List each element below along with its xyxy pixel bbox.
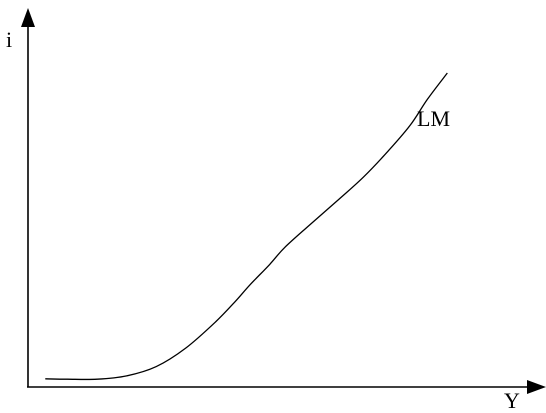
series-label-lm: LM [417, 106, 450, 131]
axes [21, 8, 546, 394]
y-axis-label: i [6, 27, 12, 52]
y-axis-arrow-icon [21, 8, 35, 27]
x-axis-arrow-icon [527, 380, 546, 394]
x-axis-label: Y [504, 388, 520, 413]
lm-curve [45, 72, 448, 381]
